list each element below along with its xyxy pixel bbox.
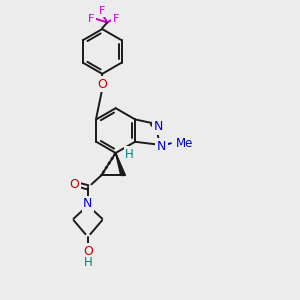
Text: H: H [83,256,92,269]
Text: F: F [99,5,105,16]
Text: N: N [83,197,93,210]
Text: O: O [97,78,107,91]
Text: O: O [83,245,93,258]
Text: N: N [157,140,166,153]
Text: N: N [154,120,163,133]
Text: F: F [88,14,94,24]
Polygon shape [116,153,125,176]
Text: F: F [112,14,119,24]
Text: H: H [125,148,134,161]
Text: O: O [70,178,80,191]
Text: Me: Me [176,137,194,150]
